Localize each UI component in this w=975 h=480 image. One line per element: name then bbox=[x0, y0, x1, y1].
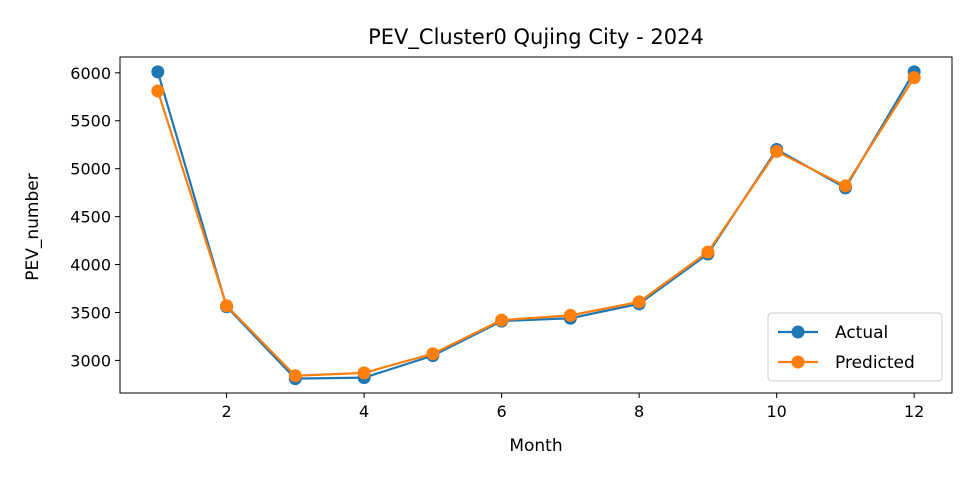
plot-area bbox=[119, 56, 953, 394]
series-line-1 bbox=[156, 77, 916, 377]
x-tick-label-2: 6 bbox=[497, 402, 507, 421]
series-line-0 bbox=[156, 71, 916, 380]
data-point-1-3 bbox=[357, 366, 371, 380]
data-point-1-0 bbox=[151, 84, 165, 98]
y-tick-label-1: 3500 bbox=[70, 303, 111, 322]
y-axis-label: PEV_number bbox=[23, 173, 43, 280]
axes-frame bbox=[119, 56, 953, 394]
data-point-1-11 bbox=[907, 71, 921, 85]
legend: Actual Predicted bbox=[767, 312, 943, 382]
legend-marker-0 bbox=[791, 325, 805, 339]
y-tick-label-2: 4000 bbox=[70, 256, 111, 275]
data-point-1-10 bbox=[838, 179, 852, 193]
data-point-1-8 bbox=[701, 245, 715, 259]
y-tick-label-3: 4500 bbox=[70, 208, 111, 227]
data-point-1-6 bbox=[563, 308, 577, 322]
data-point-1-5 bbox=[495, 313, 509, 327]
legend-label-1: Predicted bbox=[835, 353, 915, 373]
data-point-1-1 bbox=[220, 299, 234, 313]
x-axis-label: Month bbox=[509, 436, 562, 456]
x-tick-label-5: 12 bbox=[904, 402, 924, 421]
y-tick-label-0: 3000 bbox=[70, 351, 111, 370]
y-axis: 3000 3500 4000 4500 5000 5500 6000 bbox=[70, 64, 120, 370]
legend-box bbox=[767, 312, 943, 382]
y-tick-label-6: 6000 bbox=[70, 64, 111, 83]
data-point-1-2 bbox=[288, 369, 302, 383]
data-point-1-4 bbox=[426, 347, 440, 361]
legend-label-0: Actual bbox=[835, 323, 888, 343]
y-tick-label-5: 5500 bbox=[70, 112, 111, 131]
x-tick-label-3: 8 bbox=[634, 402, 644, 421]
data-point-1-9 bbox=[770, 144, 784, 158]
x-tick-label-4: 10 bbox=[766, 402, 786, 421]
data-point-0-0 bbox=[151, 65, 165, 79]
y-tick-label-4: 5000 bbox=[70, 160, 111, 179]
x-axis: 2 4 6 8 10 12 bbox=[221, 393, 924, 421]
chart-title: PEV_Cluster0 Qujing City - 2024 bbox=[368, 25, 704, 50]
legend-marker-1 bbox=[791, 355, 805, 369]
x-tick-label-1: 4 bbox=[359, 402, 369, 421]
data-point-1-7 bbox=[632, 295, 646, 309]
x-tick-label-0: 2 bbox=[221, 402, 231, 421]
